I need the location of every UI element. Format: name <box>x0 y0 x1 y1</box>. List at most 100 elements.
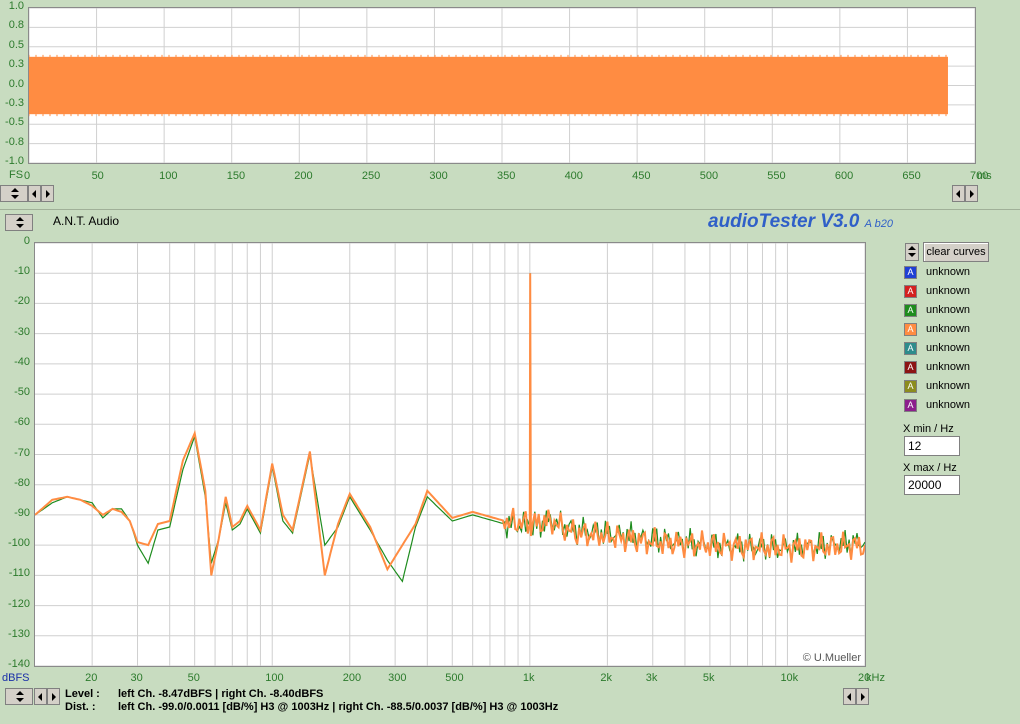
spectrum-x-tick: 5k <box>702 672 715 684</box>
time-y-tick: 0.0 <box>8 77 24 90</box>
spectrum-y-tick: -70 <box>14 446 30 459</box>
spectrum-unit-y: dBFS <box>2 672 30 684</box>
spectrum-unit-x: kHz <box>866 672 885 684</box>
spectrum-x-tick: 50 <box>187 672 200 684</box>
curve-color-icon[interactable]: A <box>904 399 917 412</box>
spectrum-zoom-stepper[interactable] <box>5 214 33 231</box>
spectrum-x-tick: 300 <box>388 672 407 684</box>
time-y-tick: -0.8 <box>5 135 24 148</box>
time-x-tick: 500 <box>699 170 719 182</box>
spectrum-y-tick: -40 <box>14 355 30 368</box>
app-build: A b20 <box>864 218 893 230</box>
spectrum-freq-stepper[interactable] <box>5 688 33 705</box>
time-y-tick: 0.8 <box>8 19 24 32</box>
curve-color-icon[interactable]: A <box>904 323 917 336</box>
level-label: Level : <box>65 688 100 700</box>
spectrum-series-right <box>35 273 865 576</box>
curve-label: unknown <box>926 323 971 335</box>
spectrum-y-tick: -50 <box>14 386 30 399</box>
time-y-tick: -1.0 <box>5 155 24 167</box>
time-y-tick: -0.5 <box>5 116 24 129</box>
curve-color-icon[interactable]: A <box>904 380 917 393</box>
spectrum-y-tick: 0 <box>23 235 30 247</box>
curve-color-icon[interactable]: A <box>904 361 917 374</box>
time-scroll-left[interactable] <box>28 185 41 202</box>
spectrum-y-tick: -130 <box>7 627 30 640</box>
curves-stepper[interactable] <box>905 243 919 261</box>
dist-label: Dist. : <box>65 701 96 713</box>
spectrum-y-tick: -80 <box>14 476 30 489</box>
spectrum-x-tick: 200 <box>342 672 362 684</box>
brand-label: A.N.T. Audio <box>53 214 120 228</box>
app-title-text: audioTester V3.0 <box>708 211 860 232</box>
time-y-tick: 0.3 <box>8 58 24 71</box>
time-y-tick: 0.5 <box>8 38 24 51</box>
spectrum-y-tick: -20 <box>14 295 30 308</box>
spectrum-plot-area: © U.Mueller <box>34 242 866 667</box>
time-zoom-stepper[interactable] <box>0 185 28 202</box>
spectrum-y-tick: -100 <box>7 537 30 550</box>
spectrum-x-tick: 10k <box>780 672 799 684</box>
time-x-tick: 100 <box>159 170 178 182</box>
spectrum-x-tick: 30 <box>130 672 143 684</box>
time-x-tick: 250 <box>361 170 381 182</box>
curve-label: unknown <box>926 361 971 373</box>
time-x-tick: 400 <box>564 170 583 182</box>
curve-color-icon[interactable]: A <box>904 304 917 317</box>
clear-curves-button[interactable]: clear curves <box>923 242 989 262</box>
time-x-tick: 700 <box>970 170 989 182</box>
time-x-tick: 350 <box>497 170 516 182</box>
spectrum-x-tick: 500 <box>445 672 464 684</box>
spectrum-y-tick: -10 <box>14 265 30 278</box>
time-y-tick: 1.0 <box>8 0 24 12</box>
time-scroll-end-right[interactable] <box>965 185 978 202</box>
time-y-tick: -0.3 <box>5 96 24 109</box>
time-fs-label: FS <box>9 169 24 181</box>
x-min-field[interactable]: 12 <box>904 436 960 456</box>
time-x-tick: 50 <box>91 170 104 182</box>
curve-label: unknown <box>926 304 971 316</box>
time-x-tick: 150 <box>226 170 246 182</box>
time-x-tick: 300 <box>429 170 448 182</box>
spectrum-y-tick: -110 <box>8 567 30 580</box>
time-x-tick: 200 <box>294 170 313 182</box>
curve-label: unknown <box>926 285 971 297</box>
spectrum-scroll-end-left[interactable] <box>843 688 856 705</box>
time-scroll-right[interactable] <box>41 185 54 202</box>
spectrum-x-tick: 100 <box>265 672 284 684</box>
curve-label: unknown <box>926 380 971 392</box>
curve-label: unknown <box>926 266 971 278</box>
spectrum-y-tick: -140 <box>7 658 30 670</box>
dist-value: left Ch. -99.0/0.0011 [dB/%] H3 @ 1003Hz… <box>118 701 559 713</box>
spectrum-scroll-right[interactable] <box>47 688 60 705</box>
spectrum-series-left <box>35 273 865 583</box>
spectrum-chart <box>35 243 865 666</box>
spectrum-x-tick: 20 <box>85 672 98 684</box>
copyright-label: © U.Mueller <box>802 652 861 664</box>
time-scroll-end-left[interactable] <box>952 185 965 202</box>
spectrum-x-tick: 2k <box>600 672 612 684</box>
time-x-tick: 550 <box>767 170 786 182</box>
x-max-field[interactable]: 20000 <box>904 475 960 495</box>
app-title: audioTester V3.0 A b20 <box>708 211 893 233</box>
spectrum-y-tick: -30 <box>14 325 30 338</box>
curve-color-icon[interactable]: A <box>904 266 917 279</box>
time-waveform-envelope <box>29 56 948 115</box>
spectrum-x-tick: 3k <box>645 672 658 684</box>
curve-label: unknown <box>926 399 971 411</box>
spectrum-y-tick: -120 <box>7 597 30 610</box>
curve-color-icon[interactable]: A <box>904 285 917 298</box>
spectrum-scroll-end-right[interactable] <box>856 688 869 705</box>
time-x-tick: 450 <box>632 170 651 182</box>
curve-color-icon[interactable]: A <box>904 342 917 355</box>
time-waveform-chart <box>29 8 975 163</box>
time-x-tick: 0 <box>24 170 31 182</box>
time-unit-label: ms <box>977 170 992 182</box>
time-x-tick: 600 <box>834 170 854 182</box>
spectrum-scroll-left[interactable] <box>34 688 47 705</box>
time-plot-area <box>28 7 976 164</box>
spectrum-x-tick: 20 <box>858 672 871 684</box>
curve-label: unknown <box>926 342 971 354</box>
x-min-label: X min / Hz <box>903 423 954 435</box>
section-divider <box>0 209 1020 210</box>
